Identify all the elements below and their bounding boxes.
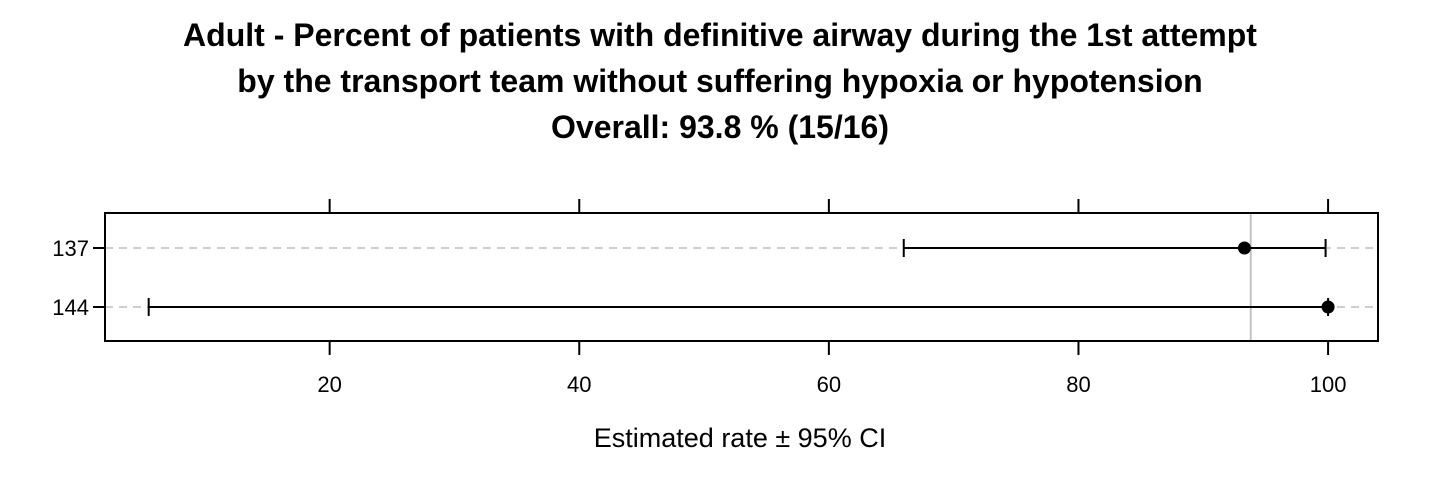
data-layer <box>147 239 1335 316</box>
x-tick-label-100: 100 <box>1310 372 1347 397</box>
x-tick-label-80: 80 <box>1066 372 1090 397</box>
point-estimate-144 <box>1321 300 1335 314</box>
x-tick-label-20: 20 <box>317 372 341 397</box>
grid-layer <box>105 247 1378 308</box>
chart-title-line-3: Overall: 93.8 % (15/16) <box>551 109 889 145</box>
ci-row-144 <box>147 298 1335 316</box>
x-axis-title: Estimated rate ± 95% CI <box>594 423 886 453</box>
chart-title-line-1: Adult - Percent of patients with definit… <box>183 17 1257 53</box>
y-tick-label-137: 137 <box>52 236 89 261</box>
axis-layer: 20 40 60 80 100 137 144 <box>52 199 1346 397</box>
plot-frame <box>104 212 1379 342</box>
ci-row-137 <box>902 239 1327 257</box>
y-tick-label-144: 144 <box>52 295 89 320</box>
plot-frame-layer <box>104 212 1379 342</box>
point-estimate-137 <box>1237 241 1251 255</box>
chart-title: Adult - Percent of patients with definit… <box>0 12 1440 150</box>
x-tick-label-40: 40 <box>567 372 591 397</box>
chart-title-line-2: by the transport team without suffering … <box>237 63 1203 99</box>
x-tick-label-60: 60 <box>817 372 841 397</box>
